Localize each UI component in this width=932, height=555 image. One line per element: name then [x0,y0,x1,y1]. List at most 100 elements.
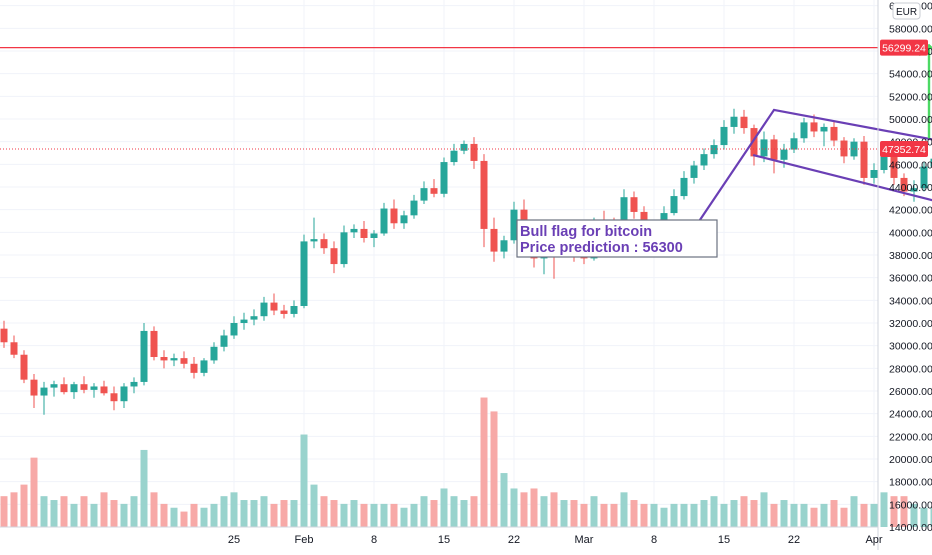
candle [761,139,768,156]
x-tick-label: Mar [575,534,594,546]
volume-bar [841,508,848,527]
y-tick-label: 16000.00 [889,499,932,511]
volume-bar [471,496,478,527]
volume-bar [811,508,818,527]
volume-bar [521,492,528,527]
volume-bar [51,500,58,527]
candle [181,358,188,364]
volume-bar [691,504,698,527]
volume-bar [101,492,108,527]
y-tick-label: 22000.00 [889,431,932,443]
candle [771,139,778,159]
volume-bar [351,500,358,527]
candle [271,303,278,311]
candle [691,165,698,177]
x-tick-label: 22 [508,534,520,546]
candle [501,240,508,251]
candle [461,144,468,151]
volume-bar [21,485,28,527]
candle [851,142,858,157]
y-tick-label: 32000.00 [889,318,932,330]
x-tick-label: Feb [295,534,314,546]
volume-bar [121,504,128,527]
volume-bar [421,496,428,527]
candle [681,178,688,196]
candle [731,117,738,127]
volume-bar [11,492,18,527]
volume-bar [601,504,608,527]
volume-bar [771,504,778,527]
volume-bar [511,488,518,527]
volume-bar [131,496,138,527]
candle [201,360,208,372]
volume-bar [411,504,418,527]
annotation-line-2: Price prediction : 56300 [520,240,683,256]
candle [781,150,788,160]
volume-bar [831,500,838,527]
volume-bar [731,500,738,527]
y-tick-label: 46000.00 [889,159,932,171]
candle [441,162,448,194]
candle [241,320,248,323]
volume-bar [451,496,458,527]
candle [301,241,308,306]
y-tick-label: 28000.00 [889,363,932,375]
candle [311,239,318,241]
y-tick-label: 30000.00 [889,341,932,353]
candle [871,170,878,178]
volume-bar [581,504,588,527]
candle [341,232,348,264]
volume-bars [1,398,932,527]
volume-bar [621,492,628,527]
x-tick-label: 22 [788,534,800,546]
volume-bar [221,496,228,527]
volume-bar [481,398,488,527]
volume-bar [111,500,118,527]
volume-bar [851,496,858,527]
volume-bar [881,492,888,527]
candle [331,248,338,264]
volume-bar [801,504,808,527]
volume-bar [331,500,338,527]
candle [431,188,438,194]
candle [791,138,798,149]
candle [741,117,748,128]
volume-bar [761,492,768,527]
volume-bar [391,504,398,527]
candle [91,386,98,389]
x-tick-label: 15 [438,534,450,546]
volume-bar [261,496,268,527]
y-tick-label: 44000.00 [889,182,932,194]
volume-bar [791,504,798,527]
volume-bar [611,504,618,527]
volume-bar [781,500,788,527]
candle [21,355,28,380]
volume-bar [271,504,278,527]
volume-bar [711,496,718,527]
volume-bar [701,500,708,527]
volume-bar [91,504,98,527]
currency-badge[interactable]: EUR [893,3,920,19]
candle [81,384,88,390]
y-tick-label: 40000.00 [889,227,932,239]
volume-bar [661,508,668,527]
candle [71,384,78,392]
volume-bar [741,496,748,527]
candle [61,384,68,392]
volume-bar [681,504,688,527]
volume-bar [181,512,188,527]
volume-bar [571,500,578,527]
y-tick-label: 50000.00 [889,114,932,126]
candle [491,229,498,252]
volume-bar [301,435,308,527]
candle [211,347,218,361]
volume-bar [561,500,568,527]
x-tick-label: 15 [718,534,730,546]
candle [171,358,178,360]
candle [121,386,128,401]
y-tick-label: 20000.00 [889,454,932,466]
resistance-price-label: 56299.24 [882,43,926,55]
candle [831,127,838,141]
